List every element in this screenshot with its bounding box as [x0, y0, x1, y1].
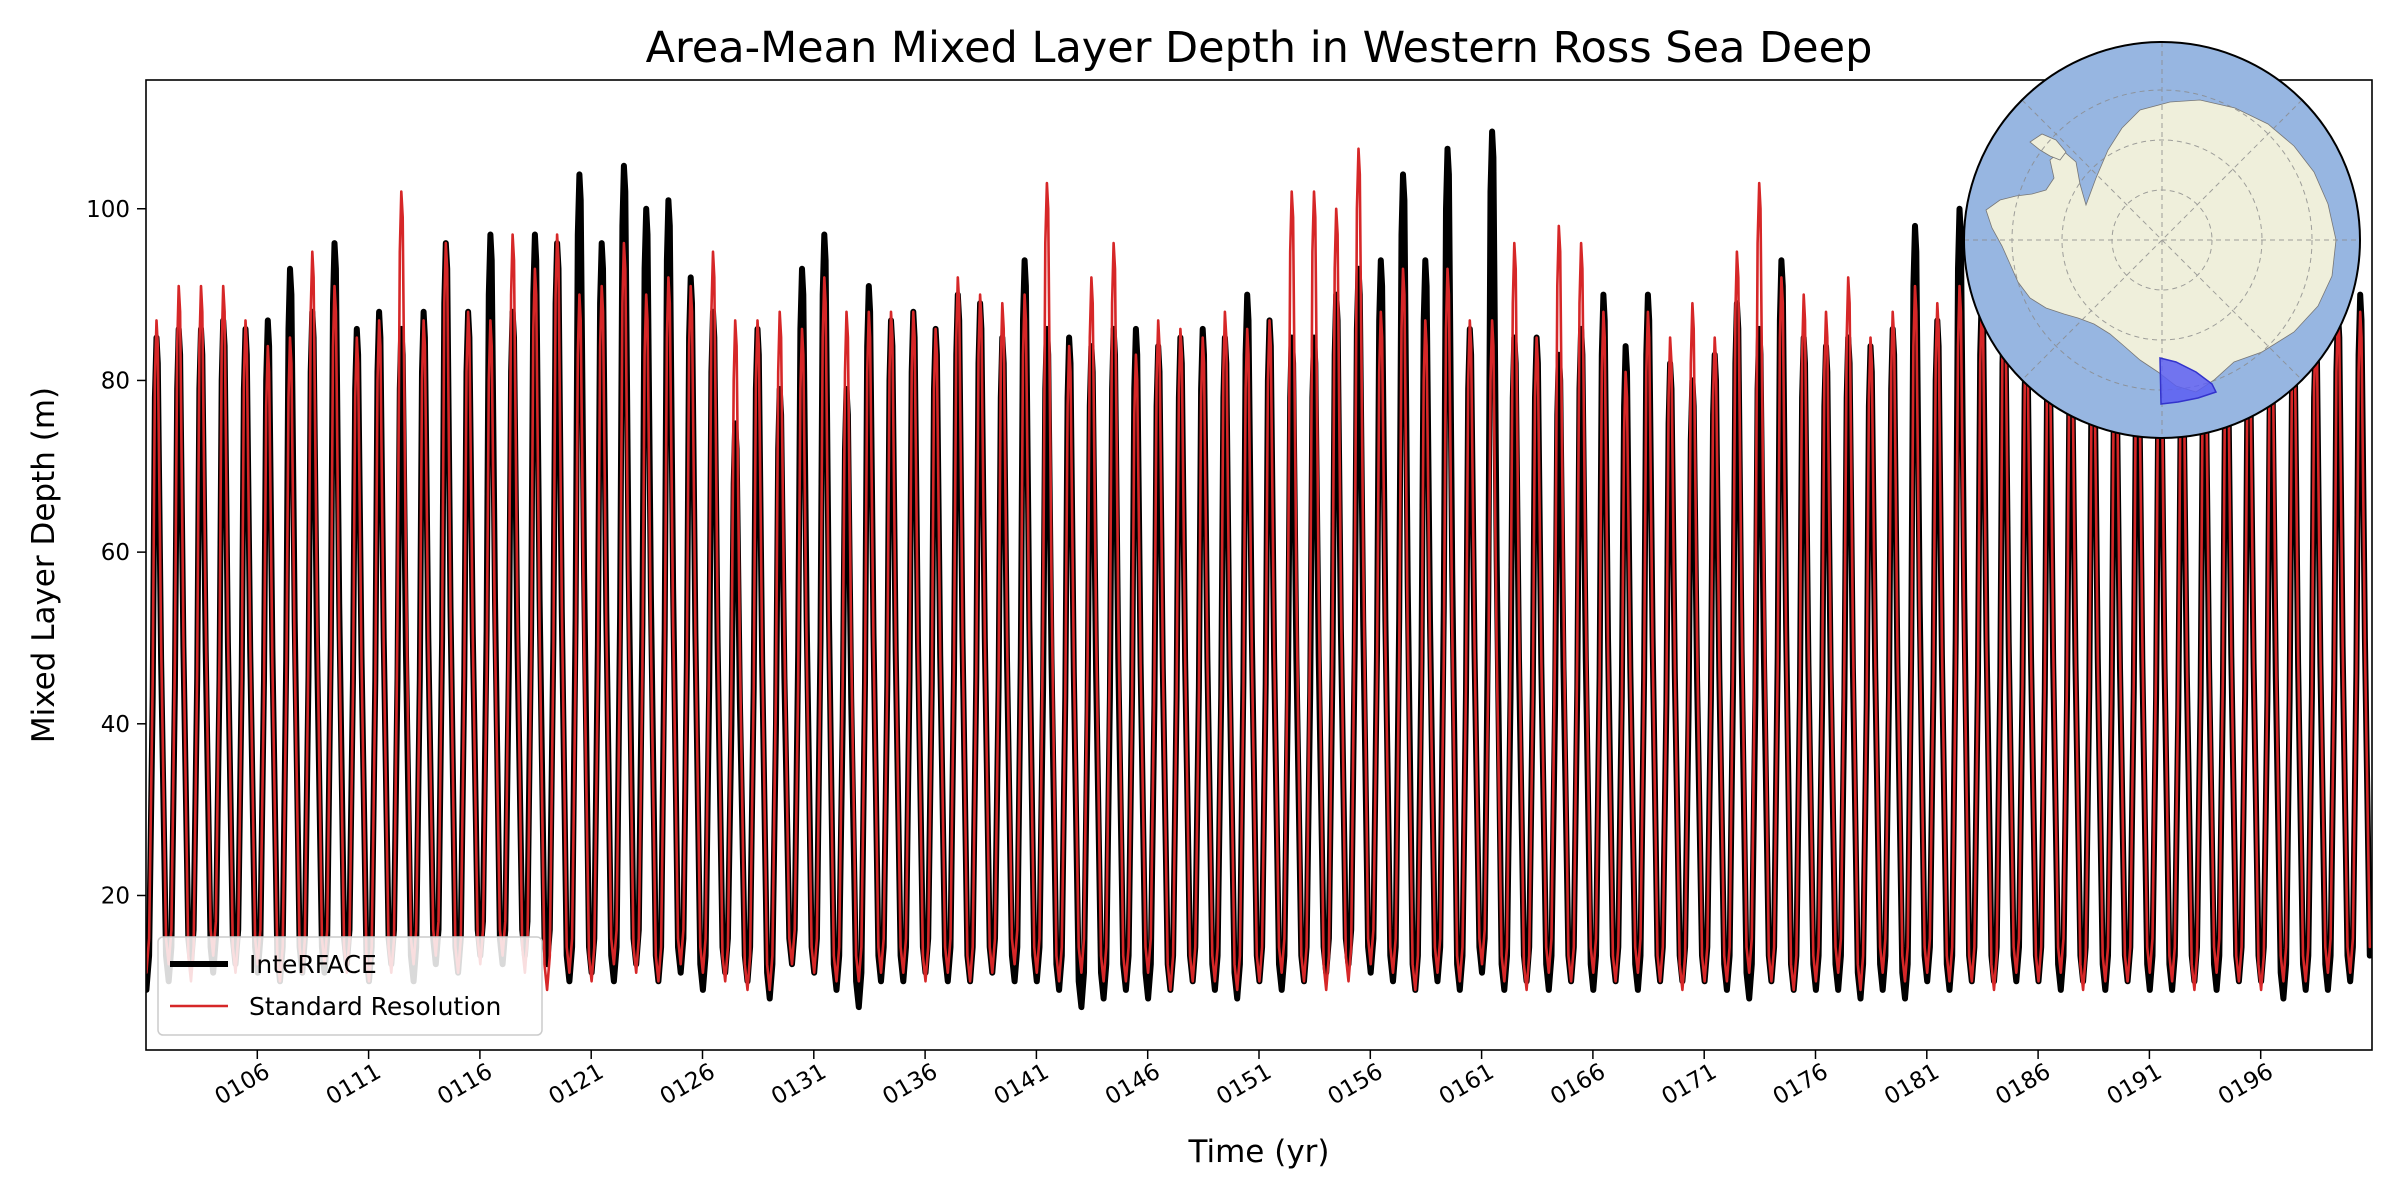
graticule: [1964, 42, 2360, 438]
antarctic-peninsula: [2029, 133, 2067, 161]
y-tick-label: 40: [101, 712, 130, 738]
y-tick-label: 80: [101, 368, 130, 394]
series-line-standard-resolution: [146, 147, 2372, 992]
legend-label-interface: InteRFACE: [249, 950, 377, 979]
y-tick-label: 20: [101, 883, 130, 909]
y-tick-label: 60: [101, 540, 130, 566]
legend-box: [157, 936, 543, 1036]
y-tick-label: 100: [86, 197, 130, 223]
plot-area: [146, 128, 2372, 1011]
antarctica-landmass: [1985, 99, 2337, 393]
region-highlight-western-ross-sea: [2159, 357, 2218, 405]
y-axis-ticks: 20 40 60 80 100: [86, 197, 146, 909]
legend-label-standard-resolution: Standard Resolution: [249, 992, 501, 1021]
inset-map-border: [1963, 41, 2361, 439]
y-axis-label: Mixed Layer Depth (m): [26, 387, 62, 743]
chart-title: Area-Mean Mixed Layer Depth in Western R…: [646, 23, 1873, 73]
x-axis-label: Time (yr): [1188, 1134, 1330, 1170]
legend: InteRFACE Standard Resolution: [157, 936, 543, 1036]
inset-map: [1963, 41, 2361, 439]
